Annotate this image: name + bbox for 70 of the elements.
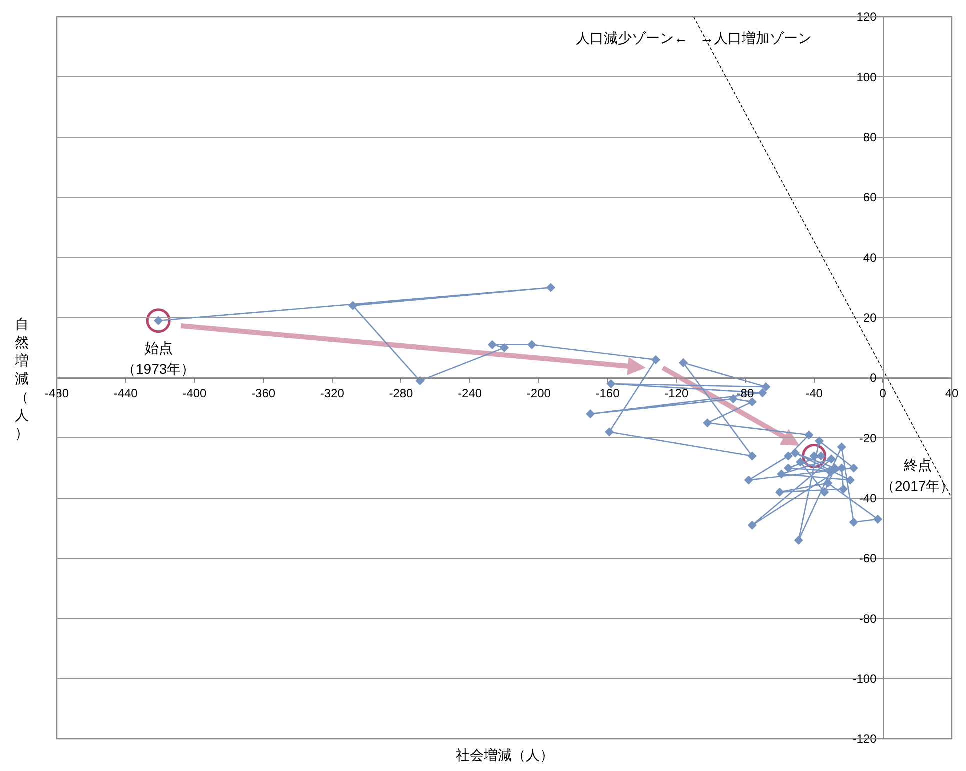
point [678,358,688,368]
x-tick-label: -160 [596,386,620,400]
point [748,520,757,530]
point [849,518,858,527]
x-tick-label: -240 [458,386,482,400]
x-tick-label: -120 [664,386,689,400]
point [794,536,804,545]
point [703,418,712,428]
x-tick-label: -40 [806,386,824,400]
y-tick-label: -80 [859,612,878,626]
y-tick-label: -60 [859,552,878,566]
annotation: 人口減少ゾーン← [576,30,688,46]
point [824,478,833,488]
point [784,464,794,473]
point [762,382,771,392]
point [775,488,784,497]
point [816,452,826,461]
x-tick-label: 40 [945,386,959,400]
point [546,283,556,292]
point [777,470,786,479]
point [748,398,757,407]
x-tick-label: -320 [320,386,345,400]
annotation: （1973年） [122,361,196,377]
point [839,484,848,494]
point [606,379,616,389]
point [758,388,768,398]
point [348,301,358,310]
point [744,476,754,485]
y-tick-label: -100 [852,672,878,686]
point [586,410,596,419]
y-tick-label: 80 [863,130,878,145]
y-tick-label: -20 [859,431,878,446]
point [846,476,855,485]
y-tick-label: -40 [859,492,878,506]
point [837,464,846,473]
point [488,340,497,350]
x-tick-label: -360 [252,386,276,400]
point [651,355,661,364]
x-tick-label: -200 [526,386,552,400]
point [826,454,836,464]
x-tick-label: -80 [736,386,754,400]
point [849,464,858,473]
point [604,428,614,437]
y-axis-title: 自然増減（人） [14,316,29,442]
x-tick-label: -400 [182,386,208,400]
point [820,488,830,497]
point [804,430,814,440]
x-axis-title: 社会増減（人） [456,747,554,763]
annotation: （2017年） [881,478,954,494]
point [796,458,806,467]
point [728,394,738,404]
x-tick-label: -440 [114,386,138,400]
annotation: →人口増加ゾーン [700,30,812,46]
point [790,448,800,458]
annotation: 始点 [145,340,173,356]
point [873,514,883,524]
point [837,442,846,452]
y-tick-label: 40 [863,250,878,265]
point [784,452,794,461]
y-tick-label: 20 [863,311,878,326]
point [527,340,537,350]
y-tick-label: 0 [870,371,878,386]
annotation: 終点 [903,457,932,473]
x-tick-label: -280 [389,386,414,400]
y-tick-label: 100 [856,70,878,84]
y-tick-label: 60 [863,190,878,205]
point [814,436,824,446]
point [748,452,757,461]
x-tick-label: 0 [880,386,887,400]
point [500,343,510,352]
